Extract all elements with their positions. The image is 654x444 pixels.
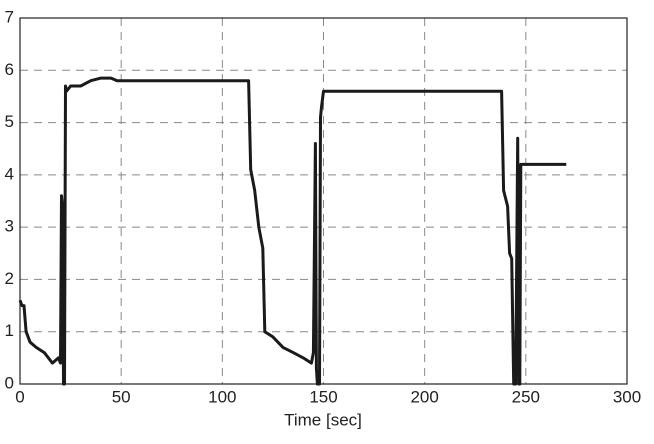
y-tick-label: 1 [5,321,14,340]
data-line [18,76,567,386]
x-tick-label: 200 [410,387,438,406]
y-tick-label: 5 [5,112,14,131]
y-tick-label: 7 [5,7,14,26]
x-tick-label: 300 [613,387,641,406]
x-tick-label: 0 [15,387,24,406]
y-tick-label: 3 [5,217,14,236]
x-tick-label: 100 [208,387,236,406]
plot-frame [19,17,628,385]
y-tick-label: 0 [5,373,14,392]
x-axis-label: Time [sec] [284,410,362,429]
x-tick-label: 250 [512,387,540,406]
x-tick-label: 50 [112,387,131,406]
y-tick-label: 2 [5,269,14,288]
x-tick-label: 150 [309,387,337,406]
y-tick-label: 6 [5,60,14,79]
y-tick-label: 4 [5,164,14,183]
